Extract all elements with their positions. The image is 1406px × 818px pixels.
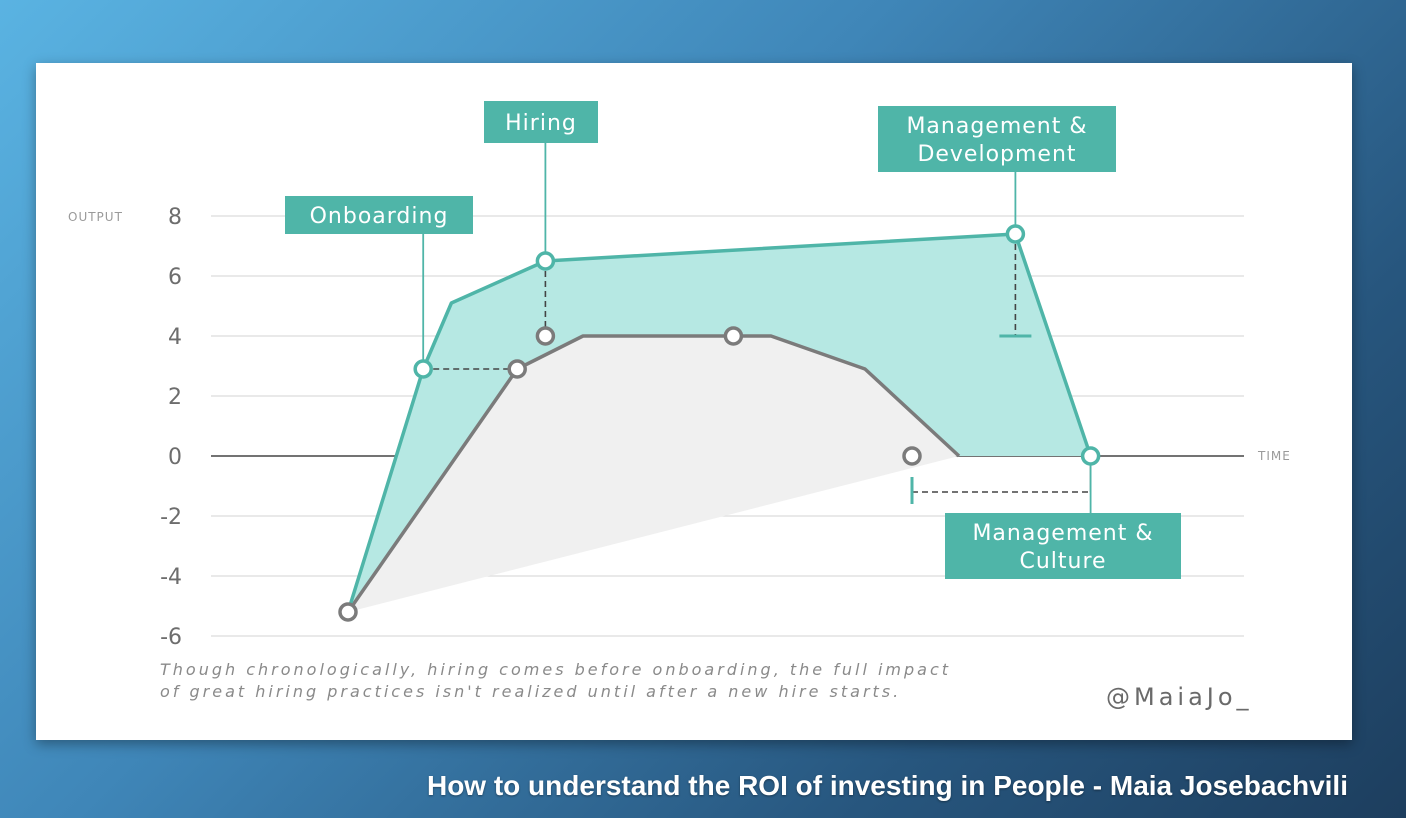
caption-line-1: Though chronologically, hiring comes bef… [160, 660, 951, 679]
chart-card: 8 6 4 2 0 -2 -4 -6 Onboarding Hiring Management &… [36, 63, 1352, 740]
y-tick-label: -6 [160, 625, 182, 650]
callout-1: Hiring [484, 101, 598, 261]
callout-3: Management & Culture [945, 456, 1181, 579]
data-point-marker [535, 326, 556, 346]
data-point-marker [902, 446, 922, 466]
y-tick-label: 2 [168, 385, 182, 410]
callout-box [484, 101, 598, 143]
callout-label: Management & [906, 114, 1087, 139]
teal-area [348, 234, 1091, 612]
y-tick-label: 8 [168, 205, 182, 230]
y-tick-label: -2 [160, 505, 182, 530]
line-layer [346, 232, 1093, 613]
y-tick-label: -4 [160, 565, 182, 590]
fill-layer [348, 234, 1091, 612]
y-tick-label: 6 [168, 265, 182, 290]
callout-label: Development [917, 142, 1076, 167]
footer-title: How to understand the ROI of investing i… [426, 770, 1348, 801]
y-tick-label: 0 [168, 445, 182, 470]
y-tick-label: 4 [168, 325, 182, 350]
callout-label: Hiring [505, 111, 577, 136]
marker-layer [338, 224, 1101, 622]
data-point-marker [338, 602, 358, 622]
data-point-marker [1080, 446, 1101, 466]
callout-2: Management & Development [878, 106, 1116, 234]
data-point-marker [535, 251, 556, 271]
teal-series-line [346, 232, 1093, 613]
data-point-marker [1005, 224, 1026, 244]
roi-chart: 8 6 4 2 0 -2 -4 -6 Onboarding Hiring Management &… [68, 101, 1291, 711]
data-point-marker [723, 326, 744, 346]
callout-label: Onboarding [310, 204, 449, 229]
author-handle: @MaiaJo_ [1106, 683, 1253, 711]
label-layer: OUTPUT TIME Though chronologically, hiri… [68, 210, 1291, 711]
callout-box [945, 513, 1181, 579]
gray-area [348, 336, 959, 612]
callout-0: Onboarding [285, 196, 473, 369]
data-point-marker [413, 359, 433, 379]
callout-box [285, 196, 473, 234]
x-axis-label: TIME [1257, 449, 1291, 463]
callout-label: Management & [972, 521, 1153, 546]
y-axis-label: OUTPUT [68, 210, 123, 224]
data-point-marker [507, 359, 527, 379]
caption-line-2: of great hiring practices isn't realized… [160, 682, 901, 701]
guide-layer [423, 234, 1092, 504]
callout-label: Culture [1019, 549, 1106, 574]
gray-series-line [346, 334, 961, 613]
callout-box [878, 106, 1116, 172]
